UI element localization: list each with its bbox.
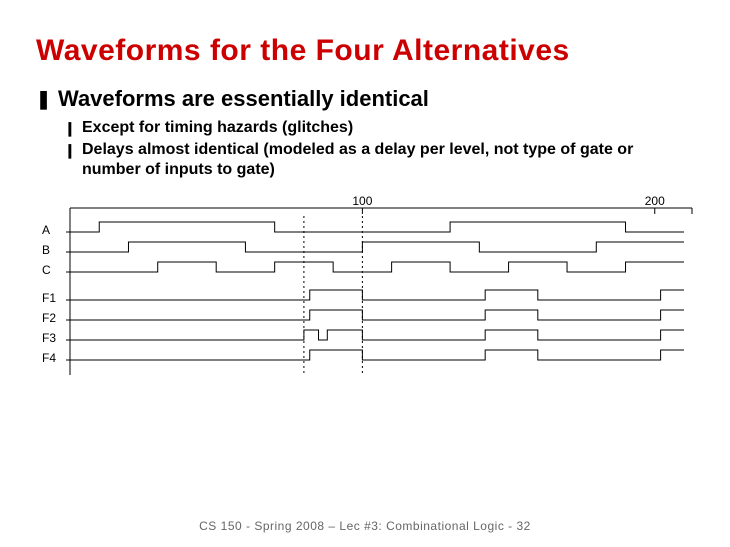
slide: Waveforms for the Four Alternatives ❚ Wa… (0, 0, 730, 547)
svg-text:F2: F2 (42, 311, 56, 325)
slide-title: Waveforms for the Four Alternatives (36, 34, 694, 68)
bullet-text: Delays almost identical (modeled as a de… (82, 140, 694, 180)
bullet-text: Except for timing hazards (glitches) (82, 118, 694, 138)
svg-text:F4: F4 (42, 351, 56, 365)
waveform-svg: 100 200 ABC F1 F2 F3 F4 (36, 192, 696, 387)
svg-text:F1: F1 (42, 291, 56, 305)
svg-text:100: 100 (352, 194, 372, 208)
bullet-level2: ❙ Except for timing hazards (glitches) (64, 118, 694, 138)
bullet-marker-l2: ❙ (64, 140, 82, 160)
bullet-marker-l1: ❚ (36, 86, 58, 112)
svg-text:F3: F3 (42, 331, 56, 345)
slide-footer: CS 150 - Spring 2008 – Lec #3: Combinati… (0, 519, 730, 533)
bullet-level1: ❚ Waveforms are essentially identical (36, 86, 694, 112)
waveform-chart: 100 200 ABC F1 F2 F3 F4 (36, 192, 696, 392)
bullet-marker-l2: ❙ (64, 118, 82, 138)
bullet-text: Waveforms are essentially identical (58, 86, 694, 112)
svg-text:C: C (42, 263, 51, 277)
bullet-level2: ❙ Delays almost identical (modeled as a … (64, 140, 694, 180)
svg-text:A: A (42, 223, 50, 237)
svg-text:200: 200 (645, 194, 665, 208)
svg-text:B: B (42, 243, 50, 257)
